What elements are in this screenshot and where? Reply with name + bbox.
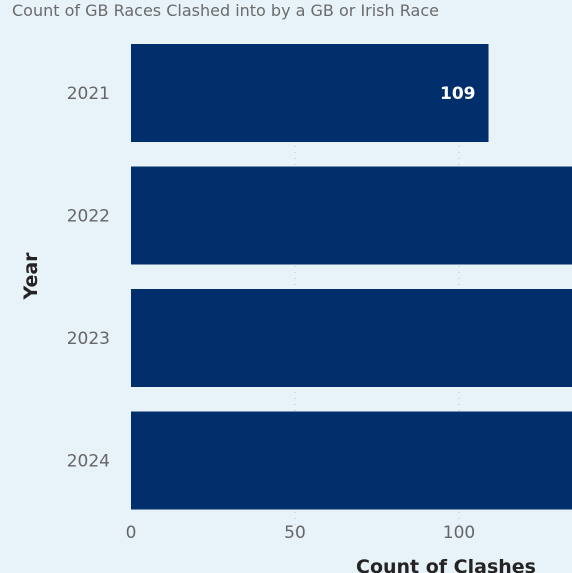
bar-2021[interactable] bbox=[131, 44, 489, 142]
y-axis-title: Year bbox=[20, 252, 42, 301]
x-axis-title: Count of Clashes bbox=[356, 556, 536, 573]
y-tick-label-2023: 2023 bbox=[67, 329, 110, 349]
x-axis-ticks: 0 50 100 bbox=[126, 523, 476, 543]
data-labels: 109 bbox=[440, 84, 476, 104]
y-axis-ticks: 2021 2022 2023 2024 bbox=[67, 84, 110, 472]
x-tick-label-50: 50 bbox=[284, 523, 306, 543]
y-tick-label-2024: 2024 bbox=[67, 452, 110, 472]
x-tick-label-100: 100 bbox=[443, 523, 475, 543]
x-tick-label-0: 0 bbox=[126, 523, 137, 543]
y-tick-label-2022: 2022 bbox=[67, 207, 110, 227]
bar-2024[interactable] bbox=[131, 411, 572, 510]
y-tick-label-2021: 2021 bbox=[67, 84, 110, 104]
bar-2023[interactable] bbox=[131, 289, 572, 387]
bars bbox=[131, 44, 572, 510]
data-label-2021: 109 bbox=[440, 84, 476, 104]
chart-title: Count of GB Races Clashed into by a GB o… bbox=[12, 1, 439, 20]
bar-2022[interactable] bbox=[131, 166, 572, 265]
